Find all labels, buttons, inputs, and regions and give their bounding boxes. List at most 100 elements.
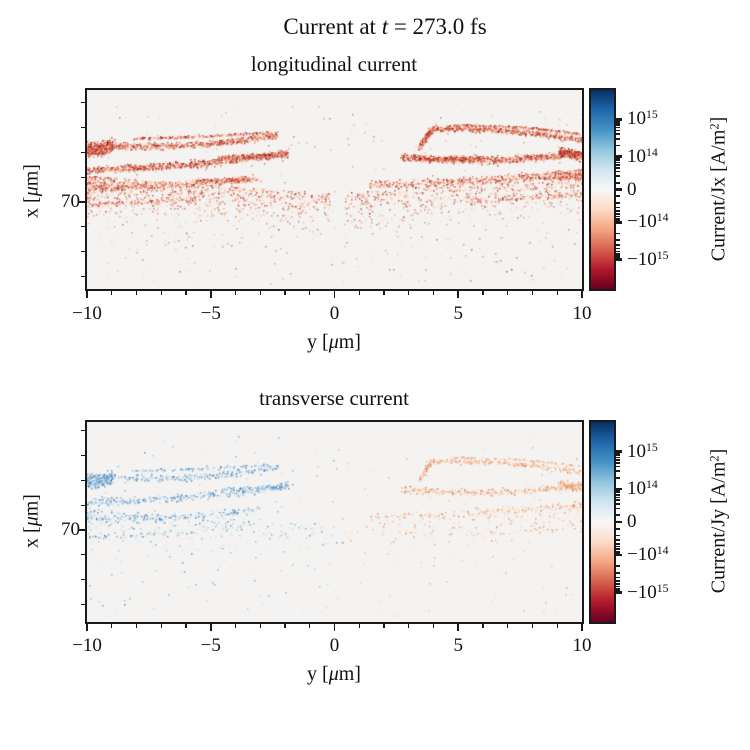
text-segment: 15 (656, 581, 669, 595)
x-minor-tick (556, 624, 558, 628)
subplot-1-xlabel: y [μm] (307, 331, 361, 354)
y-minor-tick (81, 429, 85, 432)
x-tick-label: −10 (72, 303, 102, 324)
y-minor-tick (81, 101, 85, 104)
y-minor-tick (81, 604, 85, 606)
x-tick-label: 0 (329, 635, 340, 656)
colorbar-tick-label: 0 (627, 511, 637, 533)
subplot-2-axes (85, 420, 584, 624)
colorbar-major-tick (616, 520, 622, 524)
colorbar-minor-tick (616, 170, 620, 173)
colorbar-minor-tick (616, 454, 620, 456)
text-segment: 10 (627, 108, 646, 130)
x-minor-tick (135, 624, 138, 628)
colorbar-major-tick (616, 450, 622, 453)
colorbar-minor-tick (616, 476, 620, 479)
colorbar-minor-tick (616, 514, 620, 516)
colorbar-minor-tick (616, 548, 620, 550)
x-minor-tick (408, 291, 410, 295)
colorbar-minor-tick (616, 461, 620, 464)
x-minor-tick (234, 624, 237, 628)
x-minor-tick (507, 291, 509, 295)
colorbar-tick-label: −1015 (627, 249, 668, 273)
colorbar-minor-tick (616, 144, 620, 147)
x-minor-tick (160, 291, 162, 295)
colorbar-minor-tick (616, 507, 620, 510)
x-tick-label: −10 (72, 635, 102, 656)
text-segment: μ (328, 331, 339, 353)
x-minor-tick (309, 624, 311, 628)
text-segment: −10 (627, 581, 657, 603)
x-minor-tick (482, 291, 484, 295)
y-minor-tick (81, 126, 85, 128)
text-segment: μ (328, 663, 339, 685)
text-segment: y [ (307, 331, 329, 353)
y-major-tick (78, 201, 85, 203)
colorbar-tick-label: 1014 (627, 146, 658, 170)
text-segment: y [ (307, 663, 329, 685)
y-minor-tick (81, 176, 85, 178)
colorbar-tick-label: 1015 (627, 441, 658, 465)
colorbar-minor-tick (616, 459, 620, 461)
colorbar-minor-tick (616, 452, 620, 454)
subplot-2-colorbar (589, 420, 616, 624)
subplot-2-colorbar-label: Current/Jy [A/m2] (707, 449, 731, 594)
x-major-tick (581, 624, 583, 631)
x-major-tick (86, 624, 88, 631)
text-segment: 10 (627, 145, 646, 167)
colorbar-minor-tick (616, 539, 620, 541)
subplot-1-axes (85, 88, 584, 291)
text-segment: 14 (646, 478, 658, 492)
colorbar-minor-tick (616, 534, 620, 537)
text-segment: 0 (627, 178, 637, 200)
colorbar-minor-tick (616, 585, 620, 588)
colorbar-minor-tick (616, 580, 620, 582)
text-segment: −10 (627, 544, 657, 565)
x-minor-tick (383, 291, 385, 295)
x-minor-tick (531, 624, 534, 628)
colorbar-minor-tick (616, 126, 620, 129)
subplot-1-colorbar-label: Current/Jx [A/m2] (707, 117, 731, 262)
x-minor-tick (309, 291, 311, 295)
colorbar-minor-tick (616, 489, 620, 492)
colorbar-minor-tick (616, 588, 620, 590)
text-segment: μ (20, 186, 43, 197)
colorbar-minor-tick (616, 470, 620, 472)
subplot-2-xlabel: y [μm] (307, 663, 361, 686)
x-minor-tick (135, 291, 138, 295)
x-minor-tick (482, 624, 484, 628)
text-segment: Current/Jy [A/m (707, 461, 730, 594)
colorbar-major-tick (616, 258, 622, 261)
x-minor-tick (358, 624, 360, 628)
colorbar-minor-tick (616, 255, 620, 257)
x-minor-tick (160, 624, 162, 628)
colorbar-minor-tick (616, 215, 620, 218)
text-segment: Current/Jx [A/m (707, 129, 730, 262)
colorbar-minor-tick (616, 250, 620, 253)
x-minor-tick (234, 291, 237, 295)
figure-title: Current at t = 273.0 fs (283, 14, 486, 40)
subplot-1-ylabel: x [μm] (21, 164, 44, 218)
subplot-1-title: longitudinal current (250, 52, 418, 76)
colorbar-minor-tick (616, 576, 620, 579)
colorbar-minor-tick (616, 503, 620, 505)
text-segment: 2 (707, 455, 722, 462)
colorbar-minor-tick (616, 175, 620, 177)
text-segment: t (381, 14, 389, 39)
colorbar-major-tick (616, 221, 622, 224)
x-minor-tick (432, 291, 435, 295)
x-major-tick (581, 291, 583, 298)
colorbar-minor-tick (616, 527, 620, 530)
colorbar-minor-tick (616, 565, 620, 568)
colorbar-minor-tick (616, 499, 620, 502)
x-minor-tick (358, 291, 360, 295)
colorbar-minor-tick (616, 232, 620, 235)
colorbar-minor-tick (616, 164, 620, 166)
x-minor-tick (185, 624, 187, 628)
x-tick-label: 0 (329, 303, 340, 324)
text-segment: 15 (646, 108, 658, 122)
x-minor-tick (556, 291, 558, 295)
x-major-tick (86, 291, 88, 298)
text-segment: 14 (656, 544, 669, 558)
